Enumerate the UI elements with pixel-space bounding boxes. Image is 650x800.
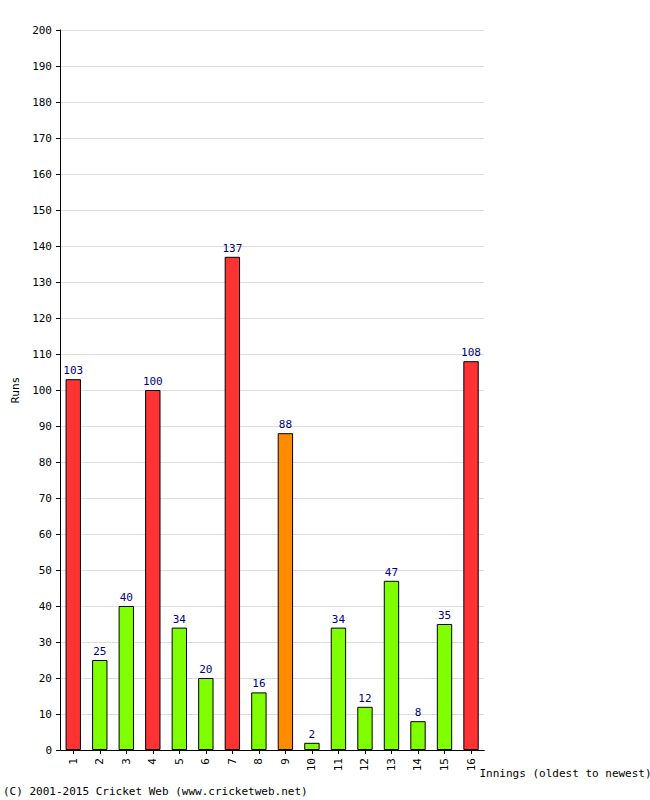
svg-text:70: 70 [39, 492, 52, 505]
svg-text:3: 3 [120, 758, 133, 765]
svg-text:6: 6 [199, 758, 212, 765]
svg-text:8: 8 [252, 758, 265, 765]
svg-text:10: 10 [305, 758, 318, 771]
svg-text:20: 20 [199, 663, 212, 676]
svg-text:34: 34 [173, 613, 187, 626]
svg-text:8: 8 [415, 706, 422, 719]
svg-text:10: 10 [39, 708, 52, 721]
svg-text:Innings (oldest to newest): Innings (oldest to newest) [479, 767, 650, 780]
svg-text:80: 80 [39, 456, 52, 469]
svg-text:12: 12 [358, 692, 371, 705]
svg-text:130: 130 [32, 276, 52, 289]
svg-text:40: 40 [120, 591, 133, 604]
svg-text:5: 5 [173, 758, 186, 765]
svg-text:15: 15 [438, 758, 451, 771]
svg-text:100: 100 [143, 375, 163, 388]
svg-text:160: 160 [32, 168, 52, 181]
svg-text:108: 108 [461, 346, 481, 359]
svg-text:(C) 2001-2015 Cricket Web (www: (C) 2001-2015 Cricket Web (www.cricketwe… [3, 785, 308, 798]
svg-text:137: 137 [222, 242, 242, 255]
svg-text:9: 9 [279, 758, 292, 765]
svg-text:103: 103 [63, 364, 83, 377]
svg-text:1: 1 [67, 758, 80, 765]
svg-text:200: 200 [32, 24, 52, 37]
svg-text:Runs: Runs [9, 377, 22, 404]
svg-text:190: 190 [32, 60, 52, 73]
svg-text:16: 16 [465, 758, 478, 771]
svg-text:140: 140 [32, 240, 52, 253]
svg-text:13: 13 [385, 758, 398, 771]
svg-text:2: 2 [309, 728, 316, 741]
svg-text:12: 12 [358, 758, 371, 771]
svg-text:0: 0 [45, 744, 52, 757]
svg-text:50: 50 [39, 564, 52, 577]
svg-text:20: 20 [39, 672, 52, 685]
svg-text:35: 35 [438, 609, 451, 622]
svg-text:100: 100 [32, 384, 52, 397]
svg-text:7: 7 [226, 758, 239, 765]
svg-text:88: 88 [279, 418, 292, 431]
svg-text:16: 16 [252, 677, 265, 690]
svg-text:4: 4 [146, 758, 159, 765]
svg-text:90: 90 [39, 420, 52, 433]
svg-text:2: 2 [93, 758, 106, 765]
svg-text:60: 60 [39, 528, 52, 541]
svg-text:40: 40 [39, 600, 52, 613]
svg-text:150: 150 [32, 204, 52, 217]
svg-text:25: 25 [93, 645, 106, 658]
svg-text:110: 110 [32, 348, 52, 361]
svg-text:47: 47 [385, 566, 398, 579]
svg-text:120: 120 [32, 312, 52, 325]
svg-text:30: 30 [39, 636, 52, 649]
svg-text:14: 14 [411, 758, 424, 772]
svg-text:180: 180 [32, 96, 52, 109]
svg-text:11: 11 [332, 758, 345, 771]
svg-text:170: 170 [32, 132, 52, 145]
svg-text:34: 34 [332, 613, 346, 626]
